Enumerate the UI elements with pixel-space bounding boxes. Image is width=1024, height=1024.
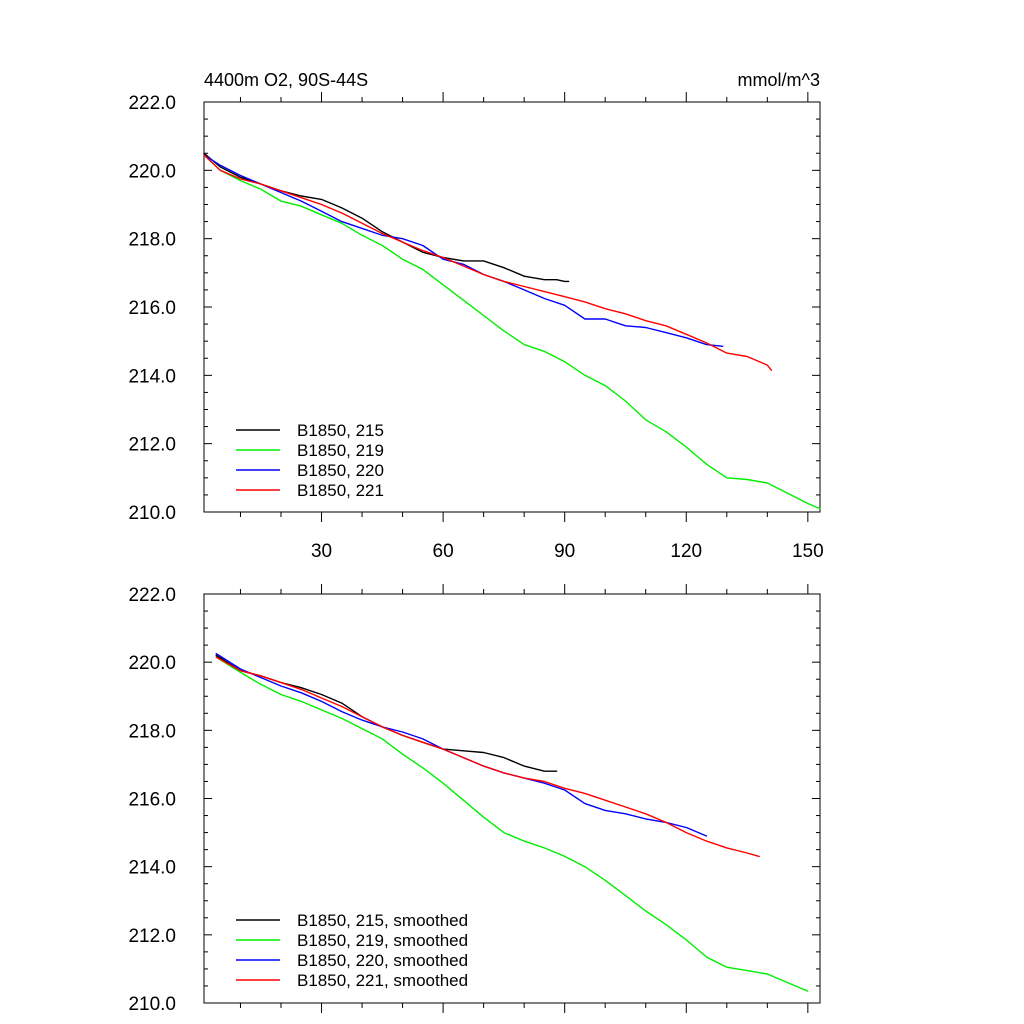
top-panel-title: 4400m O2, 90S-44S	[204, 70, 368, 90]
legend-label: B1850, 220	[297, 461, 384, 480]
series-line-3	[203, 154, 724, 347]
y-tick-label: 220.0	[128, 161, 176, 182]
series-line-2	[215, 656, 809, 992]
series-line-2	[203, 154, 821, 510]
legend-label: B1850, 220, smoothed	[297, 951, 468, 970]
legend-label: B1850, 215, smoothed	[297, 911, 468, 930]
x-tick-label: 90	[554, 541, 575, 562]
series-line-1	[203, 152, 570, 283]
y-tick-label: 222.0	[128, 93, 176, 114]
x-tick-label: 120	[670, 541, 702, 562]
legend-label: B1850, 219, smoothed	[297, 931, 468, 950]
x-tick-label: 60	[433, 541, 454, 562]
y-tick-label: 214.0	[128, 858, 176, 879]
y-tick-label: 218.0	[128, 230, 176, 251]
legend-label: B1850, 219	[297, 441, 384, 460]
bottom-panel: 222.0 220.0 218.0 216.0 214.0 212.0 210.0 B1850…	[128, 584, 821, 1015]
top-panel-units: mmol/m^3	[738, 70, 820, 90]
y-tick-label: 212.0	[128, 926, 176, 947]
series-line-4	[215, 656, 760, 858]
y-tick-label: 210.0	[128, 994, 176, 1015]
y-tick-label: 212.0	[128, 435, 176, 456]
legend-label: B1850, 221	[297, 481, 384, 500]
y-tick-label: 218.0	[128, 721, 176, 742]
y-tick-label: 222.0	[128, 585, 176, 606]
series-line-4	[203, 154, 773, 371]
legend-label: B1850, 215	[297, 421, 384, 440]
y-tick-label: 220.0	[128, 653, 176, 674]
x-tick-label: 150	[792, 541, 824, 562]
y-tick-label: 216.0	[128, 790, 176, 811]
y-tick-label: 216.0	[128, 298, 176, 319]
y-tick-label: 214.0	[128, 366, 176, 387]
series-line-1	[215, 654, 558, 772]
legend-label: B1850, 221, smoothed	[297, 971, 468, 990]
series-line-3	[215, 652, 708, 837]
top-panel: 4400m O2, 90S-44S mmol/m^3 222.0 220.0 218…	[128, 70, 823, 562]
y-tick-label: 210.0	[128, 503, 176, 524]
x-tick-label: 30	[311, 541, 332, 562]
